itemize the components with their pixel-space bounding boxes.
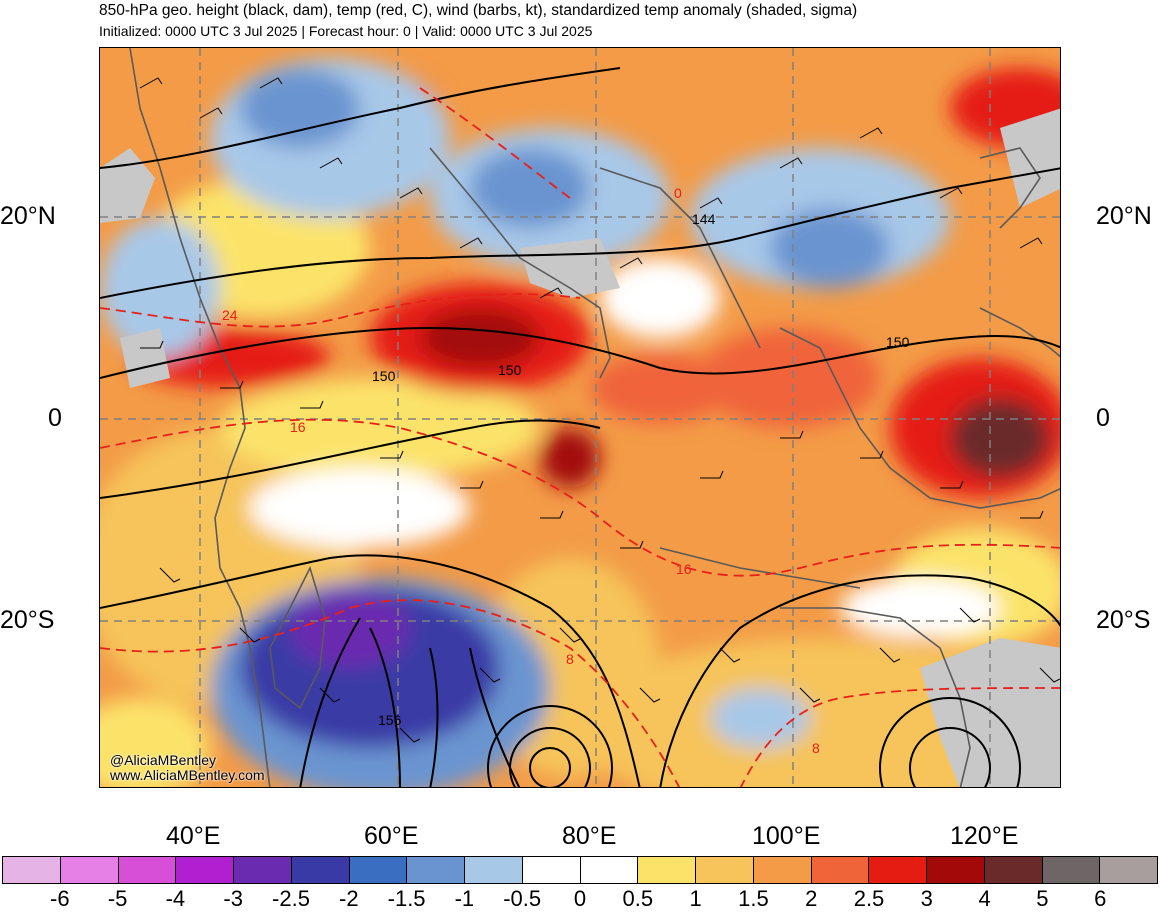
lat-label-right: 20°S [1096,606,1151,634]
credit-site: www.AliciaMBentley.com [110,767,265,783]
colorbar [2,856,1158,884]
lat-label-right: 20°N [1096,202,1152,230]
colorbar-swatch [753,857,812,883]
colorbar-tick-label: -2.5 [272,886,310,911]
figure-title: 850-hPa geo. height (black, dam), temp (… [99,2,858,19]
colorbar-swatch [638,857,696,883]
colorbar-tick-label: -5 [107,886,128,911]
colorbar-swatch [176,857,234,883]
colorbar-tick-label: 2.5 [853,886,885,911]
lon-label: 60°E [364,822,419,850]
temp-label: 8 [812,740,820,756]
colorbar-swatch [1100,857,1157,883]
lon-label: 40°E [166,822,221,850]
colorbar-tick-label: 1.5 [738,886,769,911]
map-canvas: 144 150 150 150 156 24 16 16 8 8 0 [100,48,1060,787]
colorbar-swatch [1042,857,1101,883]
colorbar-tick-label: 1 [689,886,702,911]
height-label: 150 [498,362,522,378]
colorbar-tick-label: -1.5 [387,886,426,911]
height-label: 150 [372,368,396,384]
colorbar-swatch [118,857,177,883]
colorbar-swatch [869,857,927,883]
colorbar-tick-label: 4 [978,886,991,911]
colorbar-swatch [927,857,985,883]
graticule [100,48,1060,787]
height-label: 150 [886,334,910,350]
colorbar-tick-label: 5 [1036,886,1049,911]
height-contours [100,67,1060,787]
colorbar-tick-label: -0.5 [503,886,542,911]
colorbar-swatch [407,857,465,883]
colorbar-swatch [3,857,61,883]
colorbar-tick-label: 6 [1094,886,1107,911]
credit-handle: @AliciaMBentley [110,752,217,768]
temp-label: 0 [674,185,682,201]
colorbar-swatch [60,857,119,883]
height-label: 144 [692,211,716,227]
lat-label-left: 20°N [0,202,56,230]
map-panel: 144 150 150 150 156 24 16 16 8 8 0 [99,47,1061,788]
temp-label: 24 [222,307,238,323]
colorbar-swatch [234,857,292,883]
temperature-contours [100,87,1060,787]
colorbar-tick-label: 3 [920,886,933,911]
colorbar-swatch [522,857,581,883]
temp-label: 16 [290,419,306,435]
temp-label: 8 [566,651,574,667]
colorbar-swatch [811,857,870,883]
anomaly-shading [100,58,1060,787]
colorbar-swatch [291,857,350,883]
colorbar-swatch [465,857,523,883]
lon-label: 120°E [950,822,1019,850]
temp-label: 16 [676,561,692,577]
colorbar-tick-label: -3 [223,886,243,911]
colorbar-swatch [984,857,1043,883]
lat-label-right: 0 [1096,404,1110,432]
colorbar-tick-label: -2 [339,886,359,911]
lon-label: 100°E [752,822,821,850]
colorbar-tick-label: -6 [50,886,70,911]
colorbar-swatch [580,857,639,883]
colorbar-tick-label: 0 [573,886,587,911]
lat-label-left: 0 [48,404,62,432]
colorbar-swatch [349,857,408,883]
colorbar-tick-label: 0.5 [622,886,654,911]
wind-barbs [139,77,1060,743]
figure-subtitle: Initialized: 0000 UTC 3 Jul 2025 | Forec… [99,23,593,39]
colorbar-tick-label: -4 [165,886,186,911]
lon-label: 80°E [562,822,617,850]
height-label: 156 [378,712,402,728]
colorbar-tick-label: -1 [454,886,475,911]
colorbar-tick-label: 2 [805,886,818,911]
lat-label-left: 20°S [0,606,55,634]
colorbar-swatch [696,857,754,883]
